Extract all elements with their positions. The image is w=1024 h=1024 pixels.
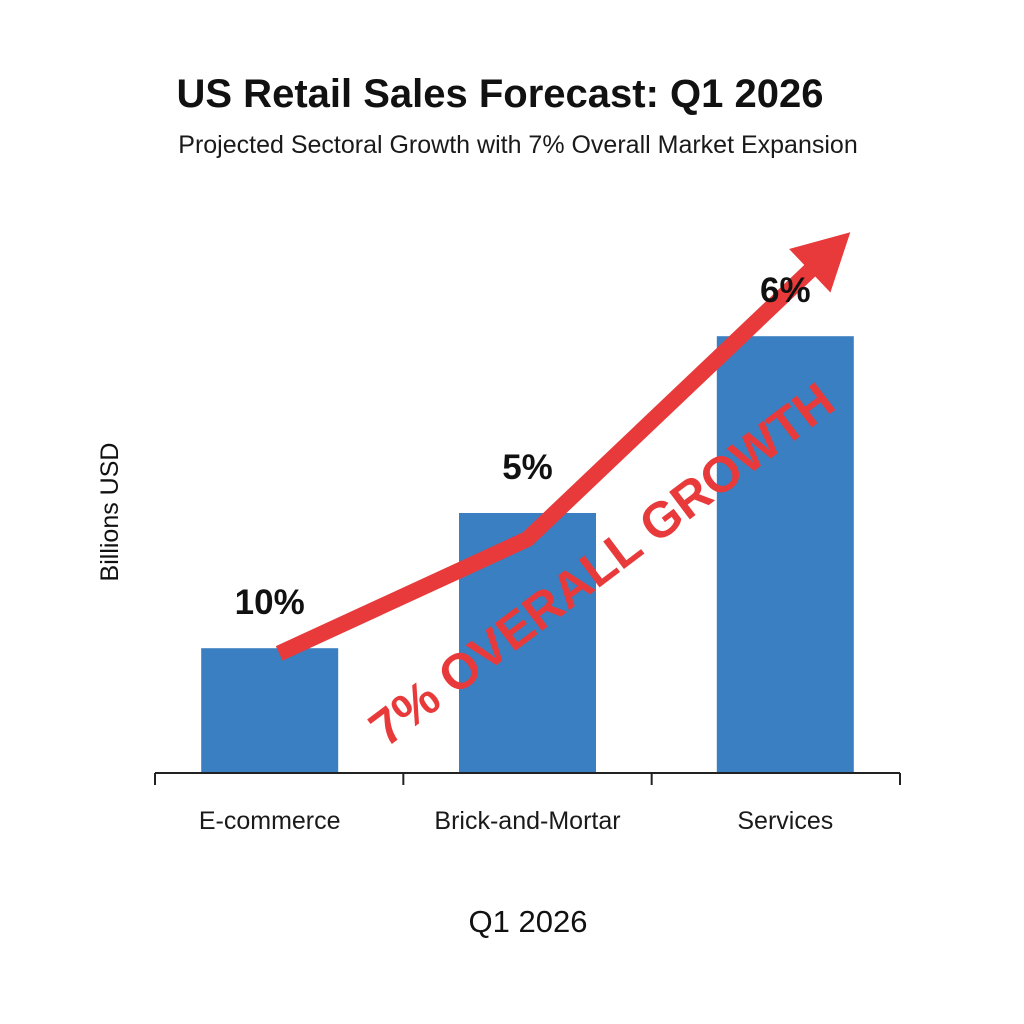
bar-e-commerce [201,648,339,773]
x-tick-label: E-commerce [199,807,341,835]
data-label: 6% [760,271,811,310]
x-axis [154,772,901,785]
chart-subtitle: Projected Sectoral Growth with 7% Overal… [178,131,857,159]
growth-arrow-head [789,232,851,293]
x-tick-label: Brick-and-Mortar [434,807,620,835]
data-labels-group: 10% 5% 6% [235,271,811,622]
x-axis-label: Q1 2026 [469,904,588,939]
data-label: 5% [502,448,553,487]
y-axis-label: Billions USD [96,443,124,582]
growth-arrow-shaft [275,259,822,661]
bars-group [201,336,854,773]
data-label: 10% [235,583,305,622]
x-tick-label: Services [737,807,833,835]
bar-services [716,336,854,773]
chart-title: US Retail Sales Forecast: Q1 2026 [177,72,824,116]
tick-labels-group: E-commerce Brick-and-Mortar Services [199,807,833,835]
